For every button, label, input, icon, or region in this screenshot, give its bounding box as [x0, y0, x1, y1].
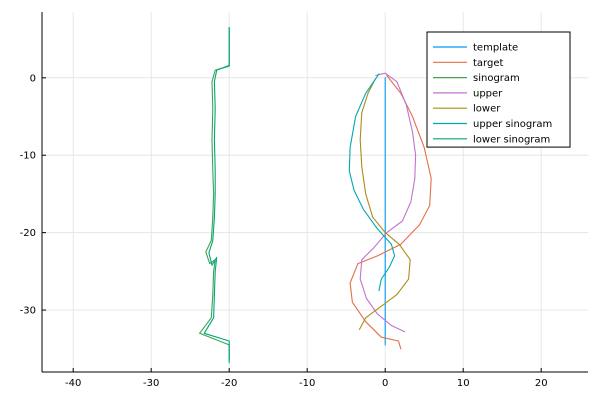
x-tick-label: 20 [535, 378, 548, 389]
y-tick-label: -10 [20, 151, 36, 162]
legend-label-lower-sinogram: lower sinogram [473, 134, 550, 145]
grid-lines [42, 12, 588, 372]
legend: template target sinogram upper lower upper si… [426, 31, 571, 148]
series-line-sinogram [199, 26, 230, 361]
data-series [199, 26, 432, 364]
legend-label-template: template [473, 43, 518, 54]
y-tick-label: -20 [20, 228, 36, 239]
y-tick-label: -30 [20, 306, 36, 317]
axes: -40 -30 -20 -10 0 10 20 0 -10 -20 -30 [20, 12, 588, 389]
x-tick-label: -20 [221, 378, 237, 389]
x-tick-label: 0 [382, 378, 388, 389]
legend-label-upper: upper [473, 88, 503, 99]
legend-label-sinogram: sinogram [473, 73, 520, 84]
series-line-upper [359, 72, 417, 333]
series-line-upper-sinogram [348, 73, 396, 292]
x-tick-label: -30 [143, 378, 159, 389]
y-tick-label: 0 [30, 73, 36, 84]
series-line-lower-sinogram [203, 26, 230, 364]
x-tick-label: -10 [299, 378, 315, 389]
legend-label-upper-sinogram: upper sinogram [473, 119, 552, 130]
legend-box [426, 31, 571, 148]
legend-label-lower: lower [473, 104, 501, 115]
x-tick-label: 10 [457, 378, 470, 389]
series-line-target [349, 74, 432, 350]
x-tick-label: -40 [65, 378, 81, 389]
series-line-lower [358, 78, 411, 330]
legend-label-target: target [473, 58, 503, 69]
